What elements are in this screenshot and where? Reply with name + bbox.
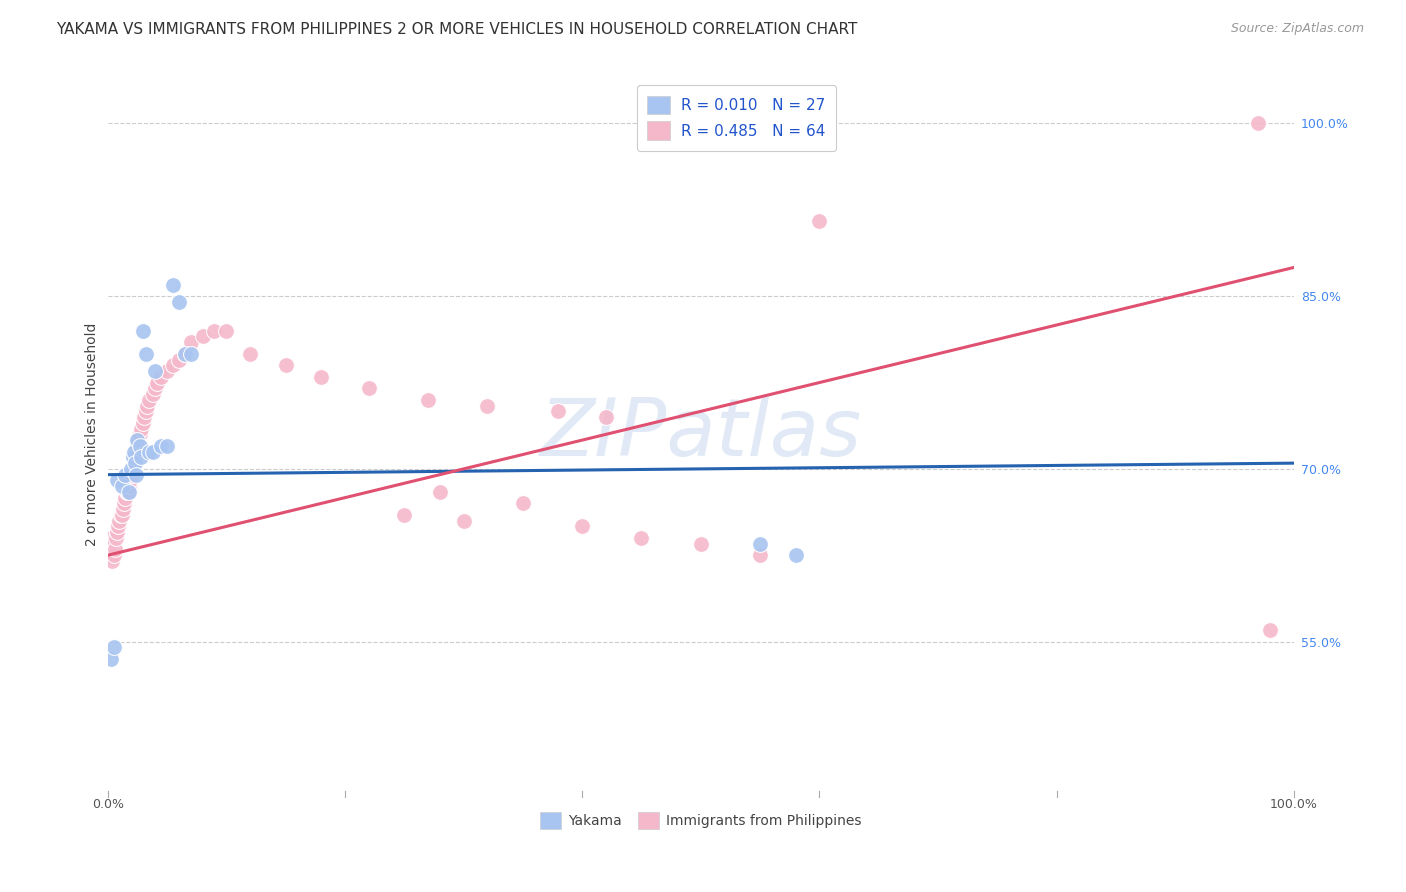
Point (429, 484, 451, 499)
Point (114, 467, 136, 482)
Point (118, 479, 141, 493)
Point (173, 347, 195, 361)
Point (108, 514, 131, 528)
Point (689, 537, 711, 551)
Y-axis label: 2 or more Vehicles in Household: 2 or more Vehicles in Household (86, 323, 100, 546)
Point (547, 404, 569, 418)
Point (107, 519, 129, 533)
Point (630, 531, 652, 545)
Point (127, 439, 149, 453)
Point (512, 496, 534, 510)
Point (104, 542, 127, 557)
Point (274, 358, 297, 372)
Point (128, 439, 150, 453)
Point (135, 347, 157, 361)
Point (1258, 623, 1281, 637)
Point (143, 381, 166, 395)
Text: ZIPatlas: ZIPatlas (540, 395, 862, 474)
Point (118, 484, 141, 499)
Point (103, 548, 125, 562)
Point (571, 519, 593, 533)
Text: Source: ZipAtlas.com: Source: ZipAtlas.com (1230, 22, 1364, 36)
Point (142, 387, 165, 401)
Point (156, 364, 179, 378)
Point (156, 439, 179, 453)
Point (394, 508, 416, 522)
Point (122, 456, 145, 470)
Point (1247, 116, 1270, 130)
Point (173, 347, 195, 361)
Point (125, 467, 148, 482)
Point (117, 484, 139, 499)
Point (120, 467, 142, 482)
Point (112, 496, 135, 510)
Point (132, 324, 155, 338)
Point (98, 542, 121, 557)
Point (125, 444, 148, 458)
Point (121, 462, 143, 476)
Point (120, 474, 142, 488)
Point (115, 484, 138, 499)
Point (129, 421, 152, 435)
Legend: Yakama, Immigrants from Philippines: Yakama, Immigrants from Philippines (534, 806, 868, 834)
Point (114, 491, 136, 505)
Point (162, 358, 184, 372)
Point (142, 444, 165, 458)
Point (103, 640, 125, 655)
Point (129, 450, 152, 465)
Point (416, 392, 439, 407)
Point (138, 444, 160, 458)
Point (111, 479, 134, 493)
Point (202, 324, 225, 338)
Point (124, 450, 146, 465)
Point (477, 399, 499, 413)
Point (595, 410, 617, 425)
Point (121, 450, 143, 465)
Point (100, 652, 122, 666)
Point (112, 502, 135, 516)
Point (167, 352, 190, 367)
Point (104, 531, 127, 545)
Point (180, 335, 202, 350)
Point (150, 369, 173, 384)
Point (134, 410, 156, 425)
Point (111, 508, 134, 522)
Point (749, 548, 772, 562)
Point (135, 404, 157, 418)
Point (101, 554, 124, 568)
Point (124, 456, 146, 470)
Point (191, 329, 214, 343)
Point (127, 433, 149, 447)
Point (162, 277, 184, 292)
Point (127, 433, 149, 447)
Point (146, 376, 169, 390)
Point (749, 537, 772, 551)
Point (150, 439, 173, 453)
Point (215, 324, 238, 338)
Point (138, 392, 160, 407)
Point (97, 548, 120, 562)
Point (105, 474, 128, 488)
Point (357, 381, 380, 395)
Point (105, 525, 128, 540)
Point (122, 444, 145, 458)
Point (309, 369, 332, 384)
Point (453, 514, 475, 528)
Point (128, 427, 150, 442)
Point (135, 399, 157, 413)
Point (239, 347, 262, 361)
Point (167, 295, 190, 310)
Point (785, 548, 807, 562)
Point (120, 462, 142, 476)
Point (180, 347, 202, 361)
Point (100, 531, 122, 545)
Point (132, 416, 155, 430)
Text: YAKAMA VS IMMIGRANTS FROM PHILIPPINES 2 OR MORE VEHICLES IN HOUSEHOLD CORRELATIO: YAKAMA VS IMMIGRANTS FROM PHILIPPINES 2 … (56, 22, 858, 37)
Point (110, 508, 132, 522)
Point (143, 364, 166, 378)
Point (808, 214, 831, 228)
